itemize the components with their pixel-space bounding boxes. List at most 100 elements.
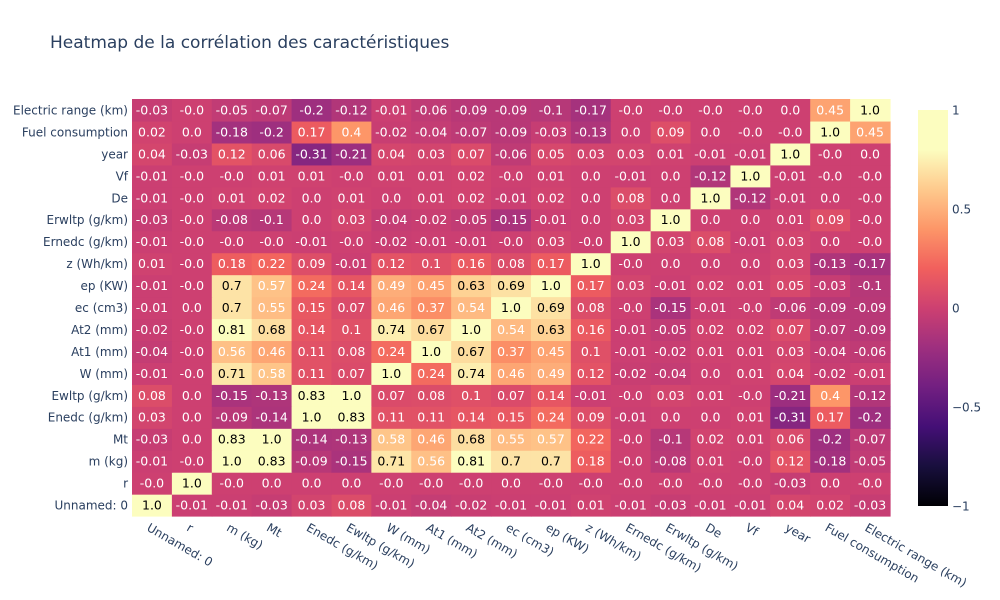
heatmap-cell[interactable] — [850, 296, 891, 320]
heatmap-cell[interactable] — [570, 450, 612, 473]
heatmap-cell[interactable] — [451, 120, 492, 144]
heatmap-cell[interactable] — [371, 406, 412, 429]
heatmap-cell[interactable] — [810, 494, 851, 517]
heatmap-cell[interactable] — [411, 296, 452, 320]
heatmap-cell[interactable] — [291, 120, 333, 144]
heatmap-cell[interactable] — [690, 384, 732, 407]
heatmap-cell[interactable] — [730, 120, 771, 144]
heatmap-cell[interactable] — [850, 450, 891, 473]
heatmap-cell[interactable] — [371, 362, 412, 385]
heatmap-cell[interactable] — [770, 142, 811, 166]
heatmap-cell[interactable] — [331, 230, 372, 254]
heatmap-cell[interactable] — [451, 406, 492, 429]
heatmap-cell[interactable] — [291, 208, 333, 232]
heatmap-cell[interactable] — [770, 340, 811, 363]
heatmap-cell[interactable] — [730, 384, 771, 407]
heatmap-cell[interactable] — [650, 362, 692, 385]
heatmap-cell[interactable] — [570, 384, 612, 407]
heatmap-cell[interactable] — [650, 340, 692, 363]
heatmap-cell[interactable] — [690, 252, 732, 276]
heatmap-cell[interactable] — [211, 362, 253, 385]
heatmap-cell[interactable] — [371, 120, 412, 144]
heatmap-cell[interactable] — [570, 230, 612, 254]
heatmap-cell[interactable] — [770, 406, 811, 429]
heatmap-cell[interactable] — [770, 120, 811, 144]
heatmap-cell[interactable] — [211, 340, 253, 363]
heatmap-cell[interactable] — [570, 142, 612, 166]
heatmap-cell[interactable] — [850, 142, 891, 166]
heatmap-cell[interactable] — [850, 164, 891, 188]
heatmap-cell[interactable] — [251, 274, 293, 298]
heatmap-cell[interactable] — [451, 362, 492, 385]
heatmap-cell[interactable] — [770, 274, 811, 298]
heatmap-cell[interactable] — [331, 340, 372, 363]
heatmap-cell[interactable] — [570, 362, 612, 385]
heatmap-cell[interactable] — [650, 99, 692, 122]
heatmap-cell[interactable] — [850, 252, 891, 276]
heatmap-cell[interactable] — [291, 296, 333, 320]
heatmap-cell[interactable] — [331, 296, 372, 320]
heatmap-cell[interactable] — [530, 494, 572, 517]
heatmap-cell[interactable] — [371, 340, 412, 363]
heatmap-cell[interactable] — [491, 340, 532, 363]
heatmap-cell[interactable] — [530, 208, 572, 232]
heatmap-cell[interactable] — [530, 230, 572, 254]
heatmap-cell[interactable] — [132, 450, 173, 473]
heatmap-cell[interactable] — [132, 99, 173, 122]
heatmap-cell[interactable] — [850, 120, 891, 144]
heatmap-cell[interactable] — [530, 274, 572, 298]
heatmap-cell[interactable] — [530, 428, 572, 451]
heatmap-cell[interactable] — [690, 406, 732, 429]
heatmap-cell[interactable] — [570, 274, 612, 298]
heatmap-cell[interactable] — [570, 428, 612, 451]
heatmap-cell[interactable] — [132, 208, 173, 232]
heatmap-cell[interactable] — [251, 362, 293, 385]
heatmap-cell[interactable] — [251, 142, 293, 166]
heatmap-cell[interactable] — [171, 164, 213, 188]
heatmap-cell[interactable] — [690, 164, 732, 188]
heatmap-cell[interactable] — [491, 99, 532, 122]
heatmap-cell[interactable] — [570, 186, 612, 210]
heatmap-cell[interactable] — [211, 406, 253, 429]
heatmap-cell[interactable] — [171, 252, 213, 276]
heatmap-cell[interactable] — [570, 120, 612, 144]
heatmap-cell[interactable] — [331, 450, 372, 473]
heatmap-cell[interactable] — [730, 450, 771, 473]
heatmap-cell[interactable] — [690, 296, 732, 320]
heatmap-cell[interactable] — [570, 472, 612, 495]
heatmap-cell[interactable] — [451, 494, 492, 517]
heatmap-cell[interactable] — [730, 296, 771, 320]
heatmap-cell[interactable] — [850, 428, 891, 451]
heatmap-cell[interactable] — [132, 274, 173, 298]
heatmap-cell[interactable] — [371, 164, 412, 188]
heatmap-cell[interactable] — [132, 230, 173, 254]
heatmap-cell[interactable] — [251, 230, 293, 254]
heatmap-cell[interactable] — [690, 472, 732, 495]
heatmap-cell[interactable] — [730, 142, 771, 166]
heatmap-cell[interactable] — [810, 252, 851, 276]
heatmap-cell[interactable] — [650, 142, 692, 166]
heatmap-cell[interactable] — [610, 142, 652, 166]
heatmap-cell[interactable] — [132, 318, 173, 342]
heatmap-cell[interactable] — [371, 296, 412, 320]
heatmap-cell[interactable] — [570, 252, 612, 276]
heatmap-cell[interactable] — [331, 186, 372, 210]
heatmap-cell[interactable] — [770, 99, 811, 122]
heatmap-cell[interactable] — [371, 318, 412, 342]
heatmap-cell[interactable] — [291, 406, 333, 429]
heatmap-cell[interactable] — [451, 428, 492, 451]
heatmap-cell[interactable] — [291, 340, 333, 363]
heatmap-cell[interactable] — [291, 450, 333, 473]
heatmap-cell[interactable] — [132, 164, 173, 188]
heatmap-cell[interactable] — [251, 164, 293, 188]
heatmap-cell[interactable] — [491, 296, 532, 320]
heatmap-cell[interactable] — [491, 164, 532, 188]
heatmap-cell[interactable] — [331, 494, 372, 517]
heatmap-cell[interactable] — [810, 164, 851, 188]
heatmap-cell[interactable] — [810, 384, 851, 407]
heatmap-cell[interactable] — [690, 428, 732, 451]
heatmap-cell[interactable] — [291, 362, 333, 385]
heatmap-cell[interactable] — [331, 384, 372, 407]
heatmap-cell[interactable] — [491, 274, 532, 298]
